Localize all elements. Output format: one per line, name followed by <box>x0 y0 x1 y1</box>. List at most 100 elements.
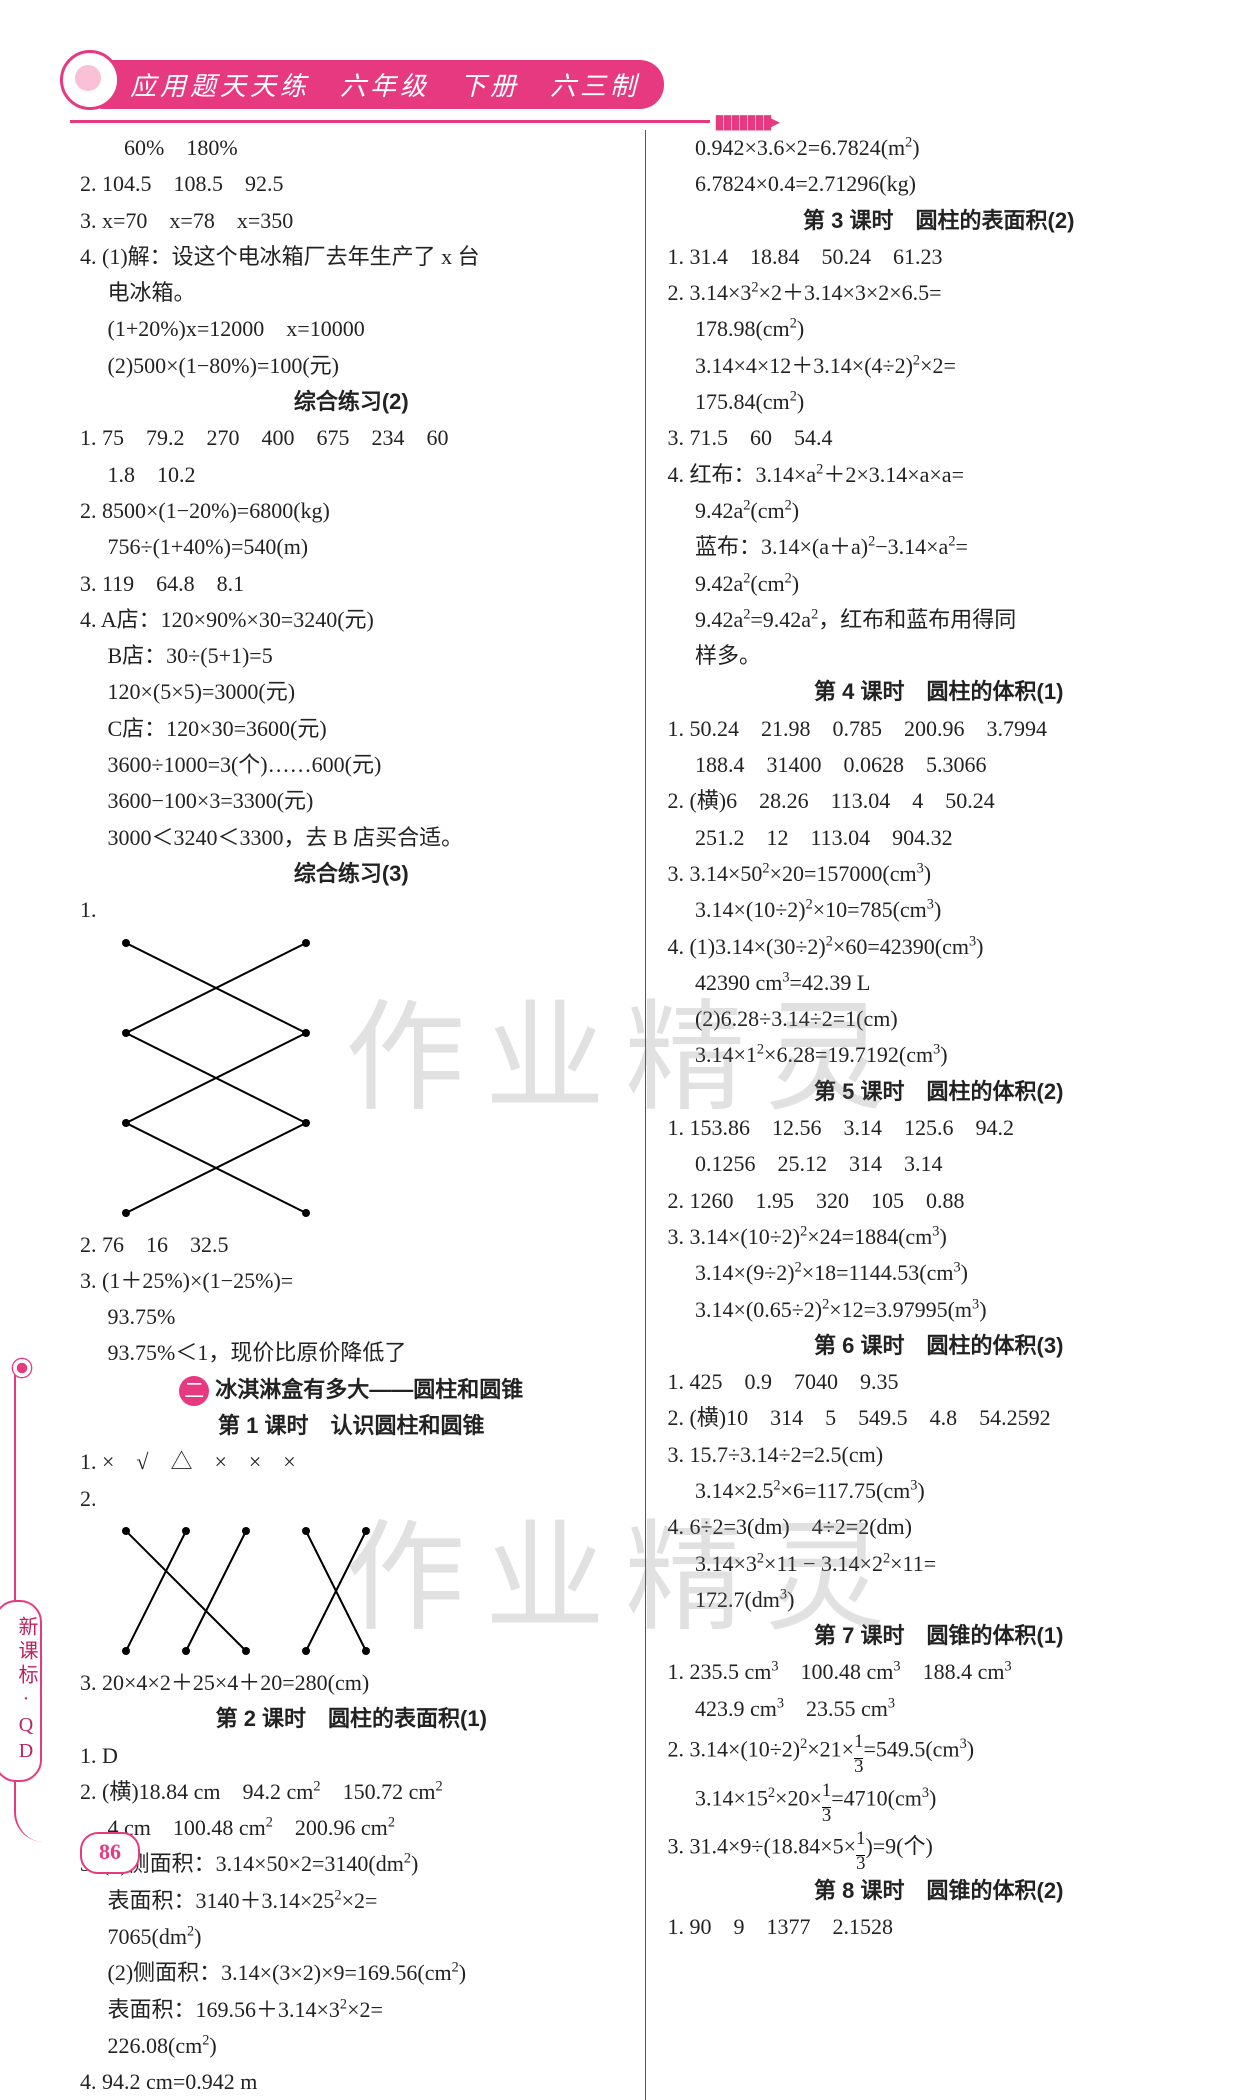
answer-line: 756÷(1+40%)=540(m) <box>80 529 623 565</box>
answer-line: 3000＜3240＜3300，去 B 店买合适。 <box>80 820 623 856</box>
answer-line: 188.4 31400 0.0628 5.3066 <box>667 747 1210 783</box>
answer-line: C店：120×30=3600(元) <box>80 711 623 747</box>
answer-line: 3. 31.4×9÷(18.84×5×13)=9(个) <box>667 1824 1210 1873</box>
answer-line: 1. <box>80 892 623 928</box>
answer-line: 423.9 cm3 23.55 cm3 <box>667 1691 1210 1727</box>
answer-line: (2)6.28÷3.14÷2=1(cm) <box>667 1001 1210 1037</box>
flower-icon <box>4 1350 40 1386</box>
answer-line: 0.942×3.6×2=6.7824(m2) <box>667 130 1210 166</box>
answer-line: 172.7(dm3) <box>667 1582 1210 1618</box>
answer-line: 4. 红布：3.14×a2＋2×3.14×a×a= <box>667 457 1210 493</box>
content-columns: 60% 180%2. 104.5 108.5 92.53. x=70 x=78 … <box>80 130 1210 2100</box>
answer-line: 2. (横)6 28.26 113.04 4 50.24 <box>667 783 1210 819</box>
answer-line: 3. 119 64.8 8.1 <box>80 566 623 602</box>
answer-line: 2. 1260 1.95 320 105 0.88 <box>667 1183 1210 1219</box>
left-column: 60% 180%2. 104.5 108.5 92.53. x=70 x=78 … <box>80 130 623 2100</box>
answer-line: 2. 3.14×(10÷2)2×21×13=549.5(cm3) <box>667 1727 1210 1776</box>
header-title: 应用题天天练 六年级 下册 六三制 <box>80 60 664 109</box>
answer-line: 120×(5×5)=3000(元) <box>80 674 623 710</box>
answer-line: 7065(dm2) <box>80 1919 623 1955</box>
answer-line: 3.14×(10÷2)2×10=785(cm3) <box>667 892 1210 928</box>
section-heading: 综合练习(2) <box>80 384 623 420</box>
section-heading: 综合练习(3) <box>80 856 623 892</box>
answer-line: 3. 20×4×2＋25×4＋20=280(cm) <box>80 1665 623 1701</box>
answer-line: 251.2 12 113.04 904.32 <box>667 820 1210 856</box>
answer-line: 3600−100×3=3300(元) <box>80 783 623 819</box>
answer-line: 4. A店：120×90%×30=3240(元) <box>80 602 623 638</box>
matching-figure <box>116 1521 416 1661</box>
answer-line: 1. 75 79.2 270 400 675 234 60 <box>80 420 623 456</box>
answer-line: 175.84(cm2) <box>667 384 1210 420</box>
section-heading: 第 3 课时 圆柱的表面积(2) <box>667 203 1210 239</box>
side-rail: 新课标·QD <box>14 1370 72 1842</box>
answer-line: 3. 15.7÷3.14÷2=2.5(cm) <box>667 1437 1210 1473</box>
answer-line: 2. 8500×(1−20%)=6800(kg) <box>80 493 623 529</box>
answer-line: 4. (1)解：设这个电冰箱厂去年生产了 x 台 <box>80 239 623 275</box>
answer-line: 1.8 10.2 <box>80 457 623 493</box>
answer-line: 3.14×12×6.28=19.7192(cm3) <box>667 1037 1210 1073</box>
answer-line: 3.14×(0.65÷2)2×12=3.97995(m3) <box>667 1292 1210 1328</box>
mascot-icon <box>60 50 120 110</box>
answer-line: 3. 71.5 60 54.4 <box>667 420 1210 456</box>
unit-heading: 二冰淇淋盒有多大——圆柱和圆锥 <box>80 1372 623 1408</box>
section-heading: 第 8 课时 圆锥的体积(2) <box>667 1873 1210 1909</box>
page-number: 86 <box>80 1832 140 1874</box>
page: 应用题天天练 六年级 下册 六三制 ▮▮▮▮▮▮▮▸ 60% 180%2. 10… <box>0 0 1250 1902</box>
answer-line: 3.14×152×20×13=4710(cm3) <box>667 1776 1210 1825</box>
section-heading: 第 5 课时 圆柱的体积(2) <box>667 1074 1210 1110</box>
series-badge: 新课标·QD <box>0 1600 42 1782</box>
answer-line: 93.75% <box>80 1299 623 1335</box>
answer-line: 1. × √ △ × × × <box>80 1444 623 1480</box>
answer-line: 3. 3.14×502×20=157000(cm3) <box>667 856 1210 892</box>
answer-line: 1. 90 9 1377 2.1528 <box>667 1909 1210 1945</box>
section-heading: 第 6 课时 圆柱的体积(3) <box>667 1328 1210 1364</box>
answer-line: 2. <box>80 1481 623 1517</box>
answer-line: 3.14×32×11 − 3.14×22×11= <box>667 1546 1210 1582</box>
answer-line: 表面积：169.56＋3.14×32×2= <box>80 1992 623 2028</box>
answer-line: 4. 94.2 cm=0.942 m <box>80 2064 623 2100</box>
answer-line: 2. (横)18.84 cm 94.2 cm2 150.72 cm2 <box>80 1774 623 1810</box>
section-heading: 第 2 课时 圆柱的表面积(1) <box>80 1701 623 1737</box>
answer-line: 2. 76 16 32.5 <box>80 1227 623 1263</box>
answer-line: 3. x=70 x=78 x=350 <box>80 203 623 239</box>
answer-line: 1. 50.24 21.98 0.785 200.96 3.7994 <box>667 711 1210 747</box>
answer-line: 178.98(cm2) <box>667 311 1210 347</box>
answer-line: 2. 104.5 108.5 92.5 <box>80 166 623 202</box>
section-heading: 第 4 课时 圆柱的体积(1) <box>667 674 1210 710</box>
answer-line: 9.42a2(cm2) <box>667 566 1210 602</box>
header-bar: 应用题天天练 六年级 下册 六三制 ▮▮▮▮▮▮▮▸ <box>80 60 1210 110</box>
answer-line: 4 cm 100.48 cm2 200.96 cm2 <box>80 1810 623 1846</box>
answer-line: (1+20%)x=12000 x=10000 <box>80 311 623 347</box>
right-column: 0.942×3.6×2=6.7824(m2) 6.7824×0.4=2.7129… <box>667 130 1210 2100</box>
answer-line: 3600÷1000=3(个)……600(元) <box>80 747 623 783</box>
answer-line: 1. 31.4 18.84 50.24 61.23 <box>667 239 1210 275</box>
answer-line: 4. 6÷2=3(dm) 4÷2=2(dm) <box>667 1509 1210 1545</box>
answer-line: 样多。 <box>667 638 1210 674</box>
answer-line: 0.1256 25.12 314 3.14 <box>667 1146 1210 1182</box>
answer-line: 226.08(cm2) <box>80 2028 623 2064</box>
section-heading: 第 1 课时 认识圆柱和圆锥 <box>80 1408 623 1444</box>
answer-line: 表面积：3140＋3.14×252×2= <box>80 1883 623 1919</box>
answer-line: 42390 cm3=42.39 L <box>667 965 1210 1001</box>
answer-line: 1. D <box>80 1738 623 1774</box>
answer-line: 6.7824×0.4=2.71296(kg) <box>667 166 1210 202</box>
answer-line: 3.14×2.52×6=117.75(cm3) <box>667 1473 1210 1509</box>
answer-line: 9.42a2=9.42a2，红布和蓝布用得同 <box>667 602 1210 638</box>
answer-line: 93.75%＜1，现价比原价降低了 <box>80 1335 623 1371</box>
answer-line: 3.14×4×12＋3.14×(4÷2)2×2= <box>667 348 1210 384</box>
answer-line: 9.42a2(cm2) <box>667 493 1210 529</box>
answer-line: 3.14×(9÷2)2×18=1144.53(cm3) <box>667 1255 1210 1291</box>
answer-line: 2. 3.14×32×2＋3.14×3×2×6.5= <box>667 275 1210 311</box>
answer-line: 60% 180% <box>80 130 623 166</box>
answer-line: 3. (1)侧面积：3.14×50×2=3140(dm2) <box>80 1846 623 1882</box>
answer-line: 3. 3.14×(10÷2)2×24=1884(cm3) <box>667 1219 1210 1255</box>
answer-line: 2. (横)10 314 5 549.5 4.8 54.2592 <box>667 1400 1210 1436</box>
answer-line: 3. (1＋25%)×(1−25%)= <box>80 1263 623 1299</box>
header-rule <box>70 120 710 123</box>
answer-line: (2)500×(1−80%)=100(元) <box>80 348 623 384</box>
answer-line: 4. (1)3.14×(30÷2)2×60=42390(cm3) <box>667 929 1210 965</box>
section-heading: 第 7 课时 圆锥的体积(1) <box>667 1618 1210 1654</box>
answer-line: 1. 235.5 cm3 100.48 cm3 188.4 cm3 <box>667 1654 1210 1690</box>
answer-line: 1. 425 0.9 7040 9.35 <box>667 1364 1210 1400</box>
unit-title: 冰淇淋盒有多大——圆柱和圆锥 <box>215 1377 523 1402</box>
